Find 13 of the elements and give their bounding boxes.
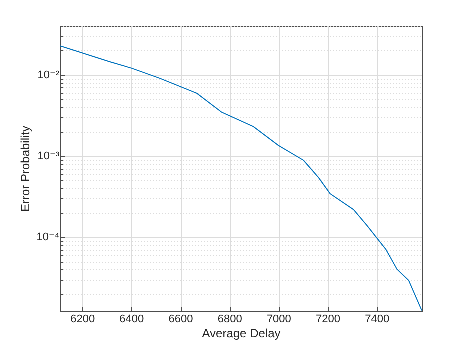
line-series (60, 45, 422, 311)
x-tick-label: 7200 (316, 314, 340, 326)
y-tick-label: 10⁻² (38, 69, 60, 82)
x-tick-label: 6600 (168, 314, 194, 326)
x-tick-label: 7000 (266, 314, 292, 326)
x-tick-label: 6200 (70, 314, 96, 326)
x-axis-title: Average Delay (202, 326, 281, 340)
y-axis-title: Error Probability (18, 126, 33, 212)
y-tick-label: 10⁻³ (38, 150, 60, 162)
x-tick-label: 7400 (365, 314, 390, 326)
y-tick-label: 10⁻⁴ (36, 232, 60, 244)
x-tick-label: 6800 (218, 314, 242, 326)
x-tick-label: 6400 (120, 314, 144, 326)
